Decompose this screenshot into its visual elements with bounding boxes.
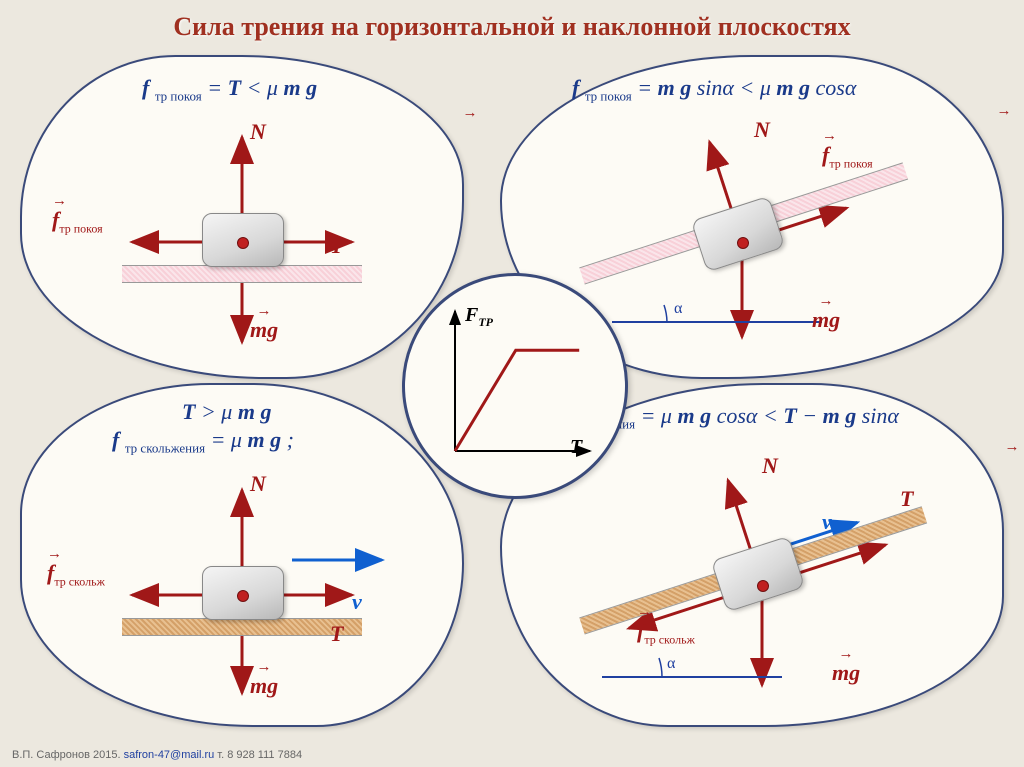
origin-dot-br: [757, 580, 769, 592]
footer: В.П. Сафронов 2015. safron-47@mail.ru т.…: [12, 749, 302, 761]
angle-label-tr: α: [674, 300, 682, 318]
graph-x-label: T: [570, 436, 582, 459]
label-f-br: fтр скольж: [637, 618, 695, 647]
graph-svg: [405, 276, 625, 496]
panel-horizontal-static: f тр покоя = T < μ m g N T mg fтр покоя: [20, 55, 464, 379]
graph-y-label: FТР: [465, 304, 493, 330]
page-title: Сила трения на горизонтальной и наклонно…: [0, 12, 1024, 42]
label-f-bl: fтр скольж: [47, 560, 105, 589]
label-mg-bl: mg: [250, 673, 278, 699]
surface-tl: [122, 265, 362, 283]
origin-dot-bl: [237, 590, 249, 602]
label-f-tr: fтр покоя: [822, 142, 873, 171]
origin-dot-tr: [737, 237, 749, 249]
label-f-tl: fтр покоя: [52, 207, 103, 236]
label-mg-br: mg: [832, 660, 860, 686]
center-graph: FТР T: [402, 273, 628, 499]
origin-dot-tl: [237, 237, 249, 249]
surface-bl: [122, 618, 362, 636]
angle-label-br: α: [667, 655, 675, 673]
panel-horizontal-sliding: T > μ m g f тр скольжения = μ m g ; N T …: [20, 383, 464, 727]
label-mg-tl: mg: [250, 317, 278, 343]
footer-email[interactable]: safron-47@mail.ru: [124, 749, 215, 761]
label-N-tr: N: [754, 117, 1024, 143]
label-v-br: v: [822, 509, 1024, 535]
label-mg-tr: mg: [812, 307, 840, 333]
diagram-bl: [22, 385, 462, 725]
